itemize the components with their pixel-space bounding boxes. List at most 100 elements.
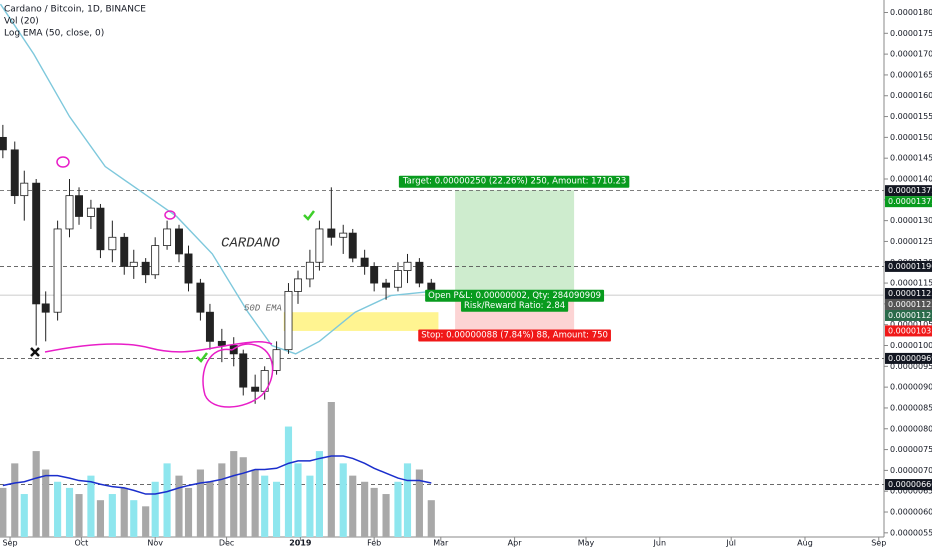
x-tick-label: May (578, 539, 595, 548)
overlay-text: Cardano / Bitcoin, 1D, BINANCE Vol (20) … (4, 5, 282, 314)
volume-bar (75, 494, 83, 537)
x-tick-label: Dec (219, 539, 234, 548)
target-zone (455, 190, 575, 295)
x-tick-label: Sep (871, 539, 886, 548)
x-tick-label: Oct (74, 539, 88, 548)
price-tag-label: 0.00001372 (888, 186, 932, 195)
drawn-circle (202, 343, 274, 408)
volume-bar (142, 506, 150, 537)
price-tag-label: 0.00001123 (888, 300, 932, 309)
drawn-curve (44, 341, 273, 353)
volume-bar (87, 475, 95, 537)
candle-body (315, 228, 324, 263)
rr-label-bg (461, 299, 569, 312)
price-tag-label: 0.00001121 (888, 311, 932, 320)
stop-label-bg (418, 329, 611, 342)
volume-bar (54, 481, 62, 537)
x-mark (30, 347, 40, 357)
volume-bar (32, 451, 40, 537)
candle-body (120, 236, 129, 267)
candle-body (141, 261, 150, 276)
volume-bar (349, 475, 357, 537)
candle-body (393, 270, 402, 288)
candle-body (305, 261, 314, 280)
volume-bar (163, 463, 171, 537)
x-tick-label: Mar (433, 539, 449, 548)
candle-body (217, 340, 226, 346)
candle-body (129, 261, 138, 267)
volume-bar (196, 469, 204, 537)
candle-body (20, 182, 29, 197)
x-tick-label: 2019 (289, 539, 312, 548)
annotation: 50D EMA (244, 303, 282, 313)
volume-bar (382, 494, 390, 537)
candle-body (175, 228, 183, 255)
candle-body (53, 228, 62, 313)
volume-bar (120, 487, 128, 537)
candle-body (415, 261, 424, 284)
volume-ma-line (2, 455, 432, 495)
indicator-label: Vol (20) (4, 17, 39, 27)
volume-bar (184, 487, 193, 537)
volume-bar (108, 494, 116, 537)
candle-body (339, 232, 348, 238)
price-tag-label: 0.00001035 (888, 326, 932, 335)
x-tick-label: Aug (797, 539, 813, 548)
volume-bar (96, 500, 105, 537)
candle-body (108, 236, 117, 251)
volume-bar (218, 463, 226, 537)
indicator-label: Log EMA (50, close, 0) (4, 29, 104, 39)
x-tick-label: Jul (725, 539, 736, 548)
price-tag (885, 196, 932, 208)
volume-bar (0, 487, 7, 537)
price-tag (885, 298, 932, 310)
candle-body (96, 207, 105, 251)
x-tick-label: Feb (367, 539, 381, 548)
volume-bar (339, 463, 347, 537)
hand-drawings (30, 156, 315, 408)
price-tag-label: 0.00001190 (888, 262, 932, 271)
volume-bar (273, 481, 281, 537)
volume-bar (327, 402, 335, 537)
volume-bar (230, 451, 238, 537)
volume-bar (251, 469, 259, 537)
candle-body (86, 207, 95, 217)
candle-body (151, 245, 160, 276)
price-tag (885, 479, 932, 491)
candle-body (239, 353, 248, 388)
pnl-label-bg (425, 289, 605, 302)
candle-body (32, 182, 41, 305)
pnl-label-text: Open P&L: 0.00000002, Qty: 284090909 (428, 291, 601, 301)
volume-bar (361, 481, 369, 537)
check-mark (196, 352, 208, 363)
volume-bar (306, 475, 314, 537)
candle-body (360, 257, 369, 267)
volume-bar (11, 463, 19, 537)
chart-title: Cardano / Bitcoin, 1D, BINANCE (4, 5, 146, 15)
y-tick-label: 0.00001800 (890, 8, 932, 17)
volume-bar (239, 457, 247, 537)
target-label-bg (398, 175, 630, 188)
price-tag (885, 185, 932, 197)
volume-bar (427, 500, 435, 537)
price-tag (885, 325, 932, 337)
candle-body (184, 253, 193, 284)
volume-bar (130, 500, 138, 537)
